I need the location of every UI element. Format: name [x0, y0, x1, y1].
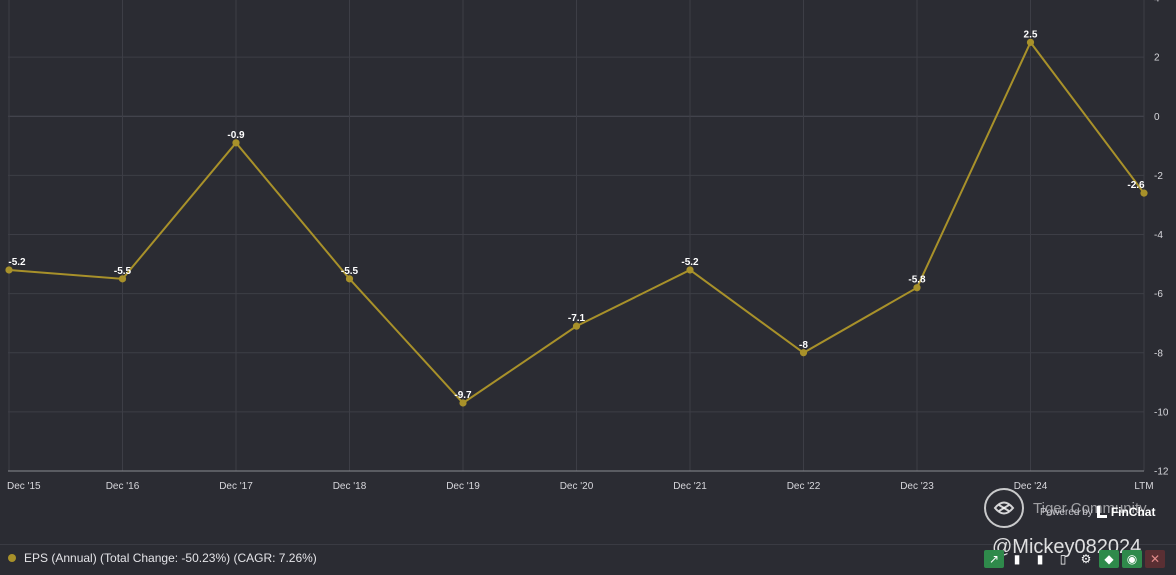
data-label: -5.2 — [681, 257, 699, 268]
gear-icon[interactable]: ⚙ — [1080, 552, 1092, 566]
y-tick-label: -2 — [1154, 171, 1163, 182]
data-label: -5.8 — [908, 275, 926, 286]
close-icon[interactable]: ✕ — [1145, 550, 1165, 568]
legend[interactable]: EPS (Annual) (Total Change: -50.23%) (CA… — [8, 551, 317, 565]
data-point — [5, 266, 13, 274]
y-tick-label: -8 — [1154, 348, 1163, 359]
finchat-logo-icon — [1096, 506, 1107, 518]
x-tick-label: LTM — [1134, 481, 1153, 492]
tag-icon[interactable]: ◆ — [1099, 550, 1119, 568]
x-tick-label: Dec '15 — [7, 481, 41, 492]
x-tick-label: Dec '22 — [787, 481, 821, 492]
data-label: -2.6 — [1127, 180, 1145, 191]
powered-by[interactable]: Powered by FinChat — [1040, 505, 1155, 519]
y-tick-label: 2 — [1154, 53, 1160, 64]
y-tick-label: -12 — [1154, 467, 1169, 478]
y-tick-label: 4 — [1154, 0, 1160, 5]
data-point — [686, 266, 694, 274]
grid — [8, 0, 1145, 472]
x-tick-label: Dec '18 — [333, 481, 367, 492]
data-point — [913, 284, 921, 292]
data-label: -5.5 — [341, 266, 359, 277]
data-point — [1140, 189, 1148, 197]
data-point — [1026, 38, 1035, 46]
y-tick-label: -6 — [1154, 289, 1163, 300]
legend-divider — [0, 544, 1176, 545]
data-label: -5.5 — [114, 266, 132, 277]
candle-icon[interactable]: ▯ — [1059, 552, 1067, 566]
data-point — [572, 322, 581, 330]
data-label: -5.2 — [8, 257, 26, 268]
data-point — [118, 275, 127, 283]
bar-chart-icon[interactable]: ▮ — [1013, 552, 1021, 566]
data-label: -0.9 — [227, 130, 245, 141]
data-point — [232, 139, 240, 147]
brand-name: FinChat — [1110, 505, 1156, 519]
legend-label: EPS (Annual) (Total Change: -50.23%) (CA… — [24, 551, 317, 565]
chart-toolbar: ↗ ▮ ▮ ▯ ⚙ ◆ ◉ ✕ — [984, 550, 1165, 568]
series — [5, 38, 1148, 407]
y-axis-ticks: 4 2 0 -2 -4 -6 -8 -10 -12 — [1154, 0, 1169, 478]
line-chart-icon[interactable]: ↗ — [984, 550, 1004, 568]
x-tick-label: Dec '16 — [106, 481, 140, 492]
data-point — [799, 349, 808, 357]
powered-by-text: Powered by — [1040, 506, 1093, 518]
data-label: -8 — [799, 340, 808, 351]
x-tick-label: Dec '19 — [446, 481, 480, 492]
x-tick-label: Dec '20 — [560, 481, 594, 492]
data-label: 2.5 — [1024, 29, 1038, 40]
x-tick-label: Dec '23 — [900, 481, 934, 492]
x-tick-label: Dec '21 — [673, 481, 707, 492]
data-label: -7.1 — [568, 313, 586, 324]
y-tick-label: 0 — [1154, 112, 1160, 123]
y-tick-label: -4 — [1154, 230, 1163, 241]
x-tick-label: Dec '17 — [219, 481, 253, 492]
eye-icon[interactable]: ◉ — [1122, 550, 1142, 568]
data-labels: -5.2 -5.5 -0.9 -5.5 -9.7 -7.1 -5.2 -8 -5.8 2.5 -2.… — [8, 29, 1145, 401]
data-label: -9.7 — [454, 390, 472, 401]
data-point — [459, 399, 467, 407]
data-point — [345, 275, 354, 283]
x-tick-label: Dec '24 — [1014, 481, 1048, 492]
x-axis-ticks: Dec '15 Dec '16 Dec '17 Dec '18 Dec '19 Dec '… — [7, 481, 1154, 492]
watermark-community: Tiger Community — [1033, 500, 1147, 517]
tiger-logo-icon — [984, 488, 1024, 528]
y-tick-label: -10 — [1154, 407, 1169, 418]
legend-swatch — [8, 554, 16, 562]
bar-chart-alt-icon[interactable]: ▮ — [1036, 552, 1044, 566]
